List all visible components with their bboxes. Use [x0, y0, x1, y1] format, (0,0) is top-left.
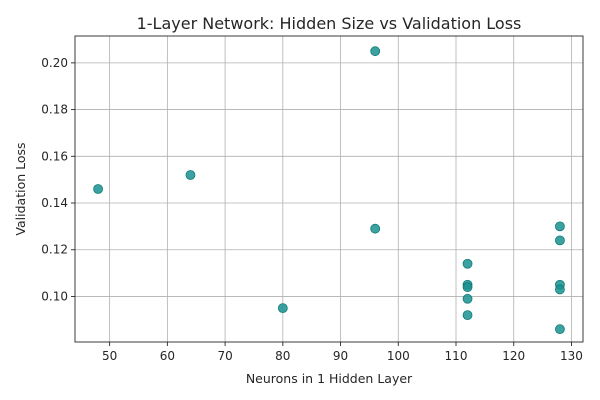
- x-tick-label: 110: [445, 349, 468, 363]
- y-tick-label: 0.20: [41, 56, 68, 70]
- data-point: [462, 293, 473, 304]
- data-point: [555, 221, 565, 232]
- x-axis-label: Neurons in 1 Hidden Layer: [246, 371, 413, 386]
- y-tick-label: 0.14: [41, 196, 68, 210]
- x-tick-label: 120: [502, 349, 525, 363]
- data-point: [277, 303, 288, 314]
- x-tick-label: 50: [102, 349, 117, 363]
- y-tick-label: 0.18: [41, 103, 68, 117]
- chart-title: 1-Layer Network: Hidden Size vs Validati…: [137, 14, 522, 33]
- data-point: [555, 284, 565, 295]
- data-point: [462, 282, 473, 293]
- data-point: [462, 310, 473, 321]
- x-tick-label: 100: [387, 349, 410, 363]
- data-point: [555, 235, 565, 246]
- data-point: [555, 324, 565, 335]
- y-tick-label: 0.10: [41, 289, 68, 303]
- data-point: [370, 223, 381, 234]
- x-tick-label: 80: [275, 349, 290, 363]
- data-points: [93, 46, 565, 335]
- data-point: [93, 184, 103, 194]
- data-point: [462, 258, 473, 269]
- x-tick-label: 70: [217, 349, 232, 363]
- plot-frame: [74, 35, 584, 343]
- x-tick-label: 130: [560, 349, 583, 363]
- y-axis-label: Validation Loss: [13, 142, 28, 235]
- x-tick-label: 60: [160, 349, 175, 363]
- y-tick-label: 0.12: [41, 243, 68, 257]
- data-point: [185, 170, 196, 180]
- axis-ticks: 50 60 70 80 90 100 110 120 130 0.10 0.12 0.14 0.16 0.…: [41, 56, 583, 363]
- grid: [75, 36, 583, 342]
- y-tick-label: 0.16: [41, 149, 68, 163]
- x-tick-label: 90: [333, 349, 348, 363]
- data-point: [370, 46, 381, 57]
